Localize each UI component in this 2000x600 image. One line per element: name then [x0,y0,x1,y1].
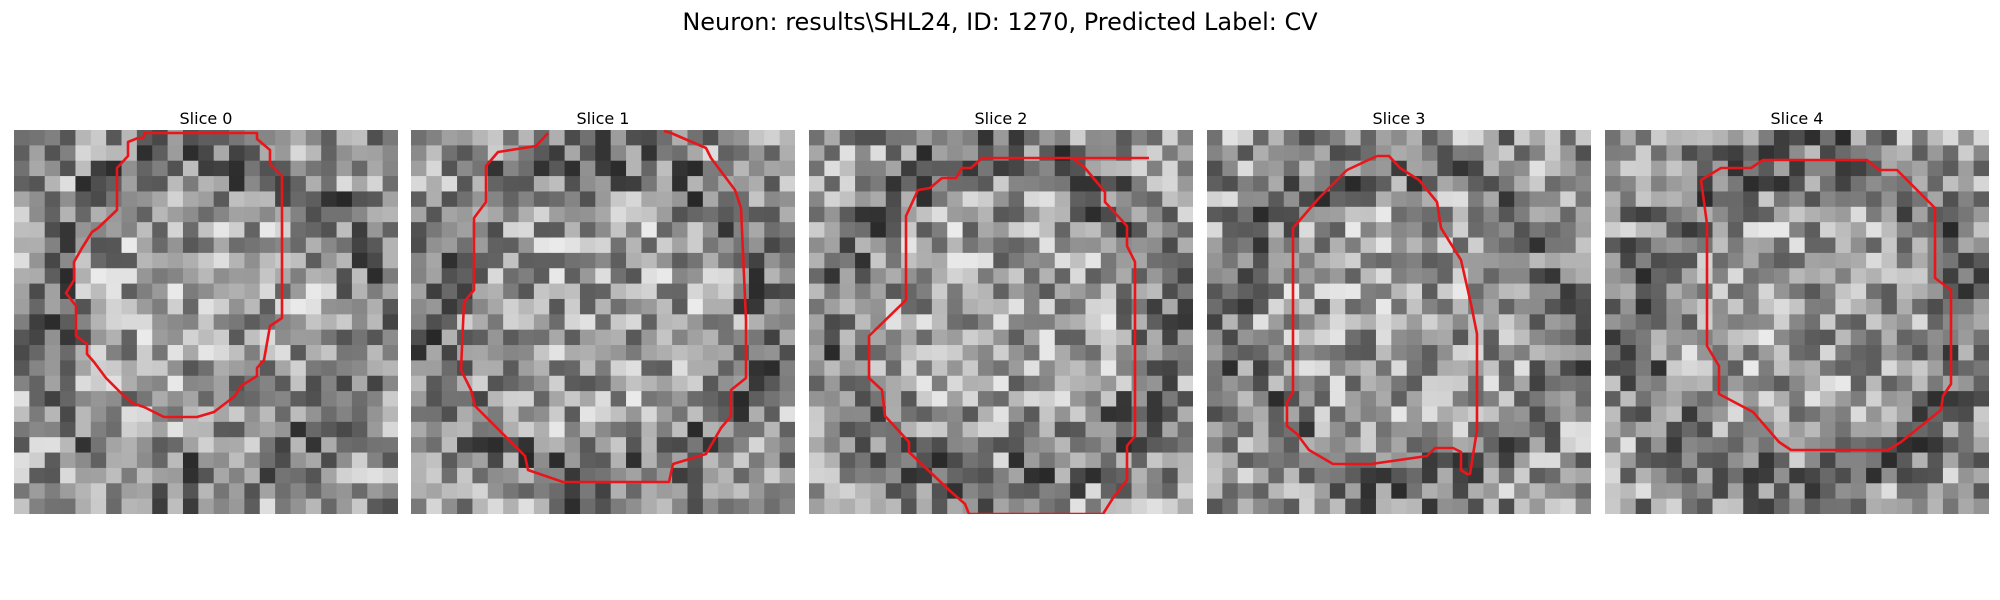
slice-image-1 [411,130,795,514]
slice-title: Slice 0 [179,109,233,128]
slice-panel-0: Slice 0 [14,108,398,514]
slice-title: Slice 3 [1372,109,1426,128]
slice-image-3 [1207,130,1591,514]
contour-line [64,131,284,419]
contour-line [1699,158,1953,452]
slice-title: Slice 1 [576,109,630,128]
contour-line [459,130,748,484]
slice-panel-1: Slice 1 [411,108,795,514]
slice-image-2 [809,130,1193,514]
slice-image-4 [1605,130,1989,514]
slice-title: Slice 2 [974,109,1028,128]
slice-panel-2: Slice 2 [809,108,1193,514]
contour-line [1285,154,1479,476]
slice-panel-4: Slice 4 [1605,108,1989,514]
slice-title: Slice 4 [1770,109,1824,128]
figure-title: Neuron: results\SHL24, ID: 1270, Predict… [682,8,1318,36]
slice-panel-3: Slice 3 [1207,108,1591,514]
slice-image-0 [14,130,398,514]
contour-line [867,156,1149,514]
